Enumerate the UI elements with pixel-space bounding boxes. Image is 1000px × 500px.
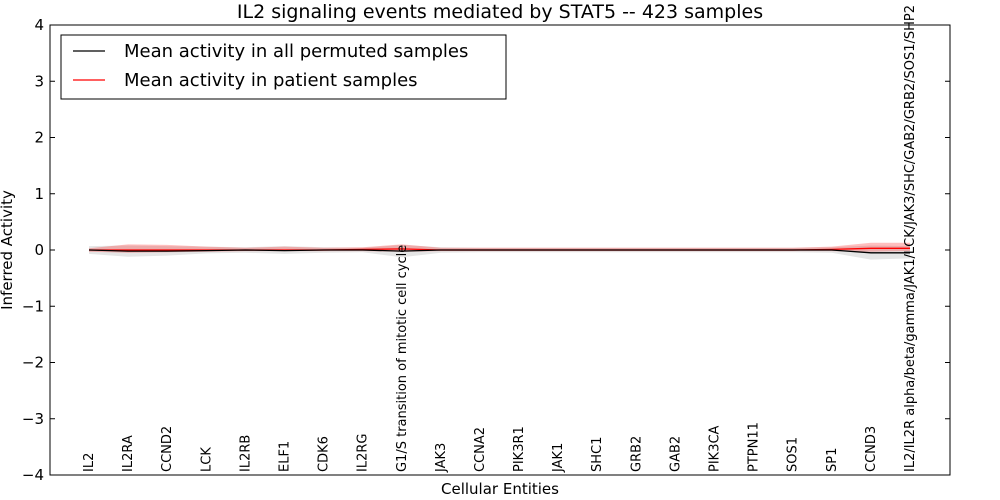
- y-tick-label: 3: [34, 72, 44, 90]
- x-category-label: PIK3CA: [708, 425, 723, 472]
- x-category-label: CDK6: [317, 436, 332, 472]
- chart-title: IL2 signaling events mediated by STAT5 -…: [237, 1, 763, 23]
- y-tick-label: −1: [22, 297, 44, 315]
- x-category-label: PTPN11: [747, 422, 762, 472]
- x-category-label: CCNA2: [473, 427, 488, 472]
- y-tick-label: 1: [34, 185, 44, 203]
- x-axis-category-labels: IL2 IL2RA CCND2 LCK IL2RB ELF1 CDK6 IL2RG G1/S t…: [82, 5, 918, 473]
- permuted-band: [89, 244, 910, 260]
- x-category-label: GRB2: [629, 436, 644, 472]
- x-axis-label: Cellular Entities: [441, 480, 559, 498]
- y-tick-label: −2: [22, 354, 44, 372]
- legend-label-patient: Mean activity in patient samples: [124, 70, 418, 91]
- x-category-label: PIK3R1: [512, 426, 527, 472]
- x-category-label: IL2: [82, 453, 97, 472]
- y-tick-label: −3: [22, 410, 44, 428]
- x-category-label: IL2RA: [121, 435, 136, 472]
- y-tick-label: −4: [22, 466, 44, 484]
- y-tick-label: 2: [34, 129, 44, 147]
- x-category-label: GAB2: [668, 436, 683, 472]
- x-category-label: IL2RG: [356, 434, 371, 472]
- y-tick-label: 0: [34, 241, 44, 259]
- x-category-label: ELF1: [277, 441, 292, 472]
- x-category-label: SP1: [825, 448, 840, 472]
- permuted-mean-line: [88, 249, 910, 254]
- x-category-label: G1/S transition of mitotic cell cycle: [395, 245, 410, 472]
- legend-box: [60, 34, 507, 100]
- x-category-label: CCND2: [160, 426, 175, 472]
- x-category-label: IL2/IL2R alpha/beta/gamma/JAK1/LCK/JAK3/…: [903, 5, 918, 472]
- plot-frame: [49, 24, 951, 476]
- x-category-label: JAK1: [551, 443, 566, 473]
- x-category-label: IL2RB: [238, 435, 253, 472]
- y-axis-label: Inferred Activity: [0, 190, 16, 310]
- x-category-label: JAK3: [434, 443, 449, 473]
- x-category-label: LCK: [199, 447, 214, 472]
- legend: Mean activity in all permuted samples Me…: [60, 34, 507, 100]
- legend-label-permuted: Mean activity in all permuted samples: [124, 41, 468, 62]
- y-tick-label: 4: [34, 16, 44, 34]
- x-category-label: SOS1: [786, 437, 801, 472]
- x-category-label: CCND3: [864, 426, 879, 472]
- x-category-label: SHC1: [590, 437, 605, 472]
- series-lines: [88, 247, 910, 254]
- y-axis-ticks: −4 −3 −2 −1 0 1 2 3 4: [22, 16, 950, 484]
